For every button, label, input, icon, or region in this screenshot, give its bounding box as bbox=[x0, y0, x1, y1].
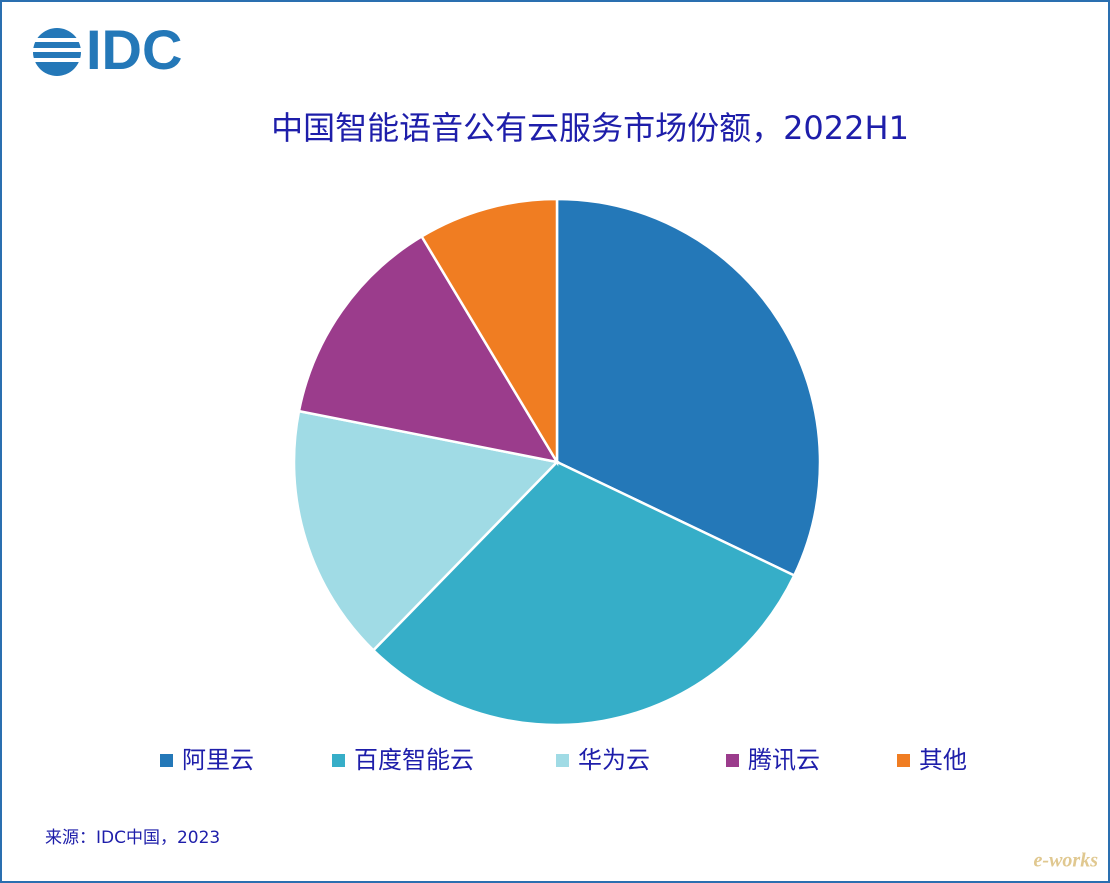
logo-text: IDC bbox=[86, 18, 182, 81]
logo-stripe bbox=[30, 38, 85, 42]
chart-title: 中国智能语音公有云服务市场份额，2022H1 bbox=[271, 109, 909, 147]
legend-label: 百度智能云 bbox=[354, 746, 474, 774]
pie-slice bbox=[371, 460, 796, 727]
pie-slice bbox=[297, 234, 560, 464]
legend-swatch bbox=[160, 754, 173, 767]
pie-slice bbox=[555, 197, 822, 578]
source: 来源：IDC中国，2023 bbox=[45, 828, 220, 848]
logo-stripe bbox=[30, 58, 85, 62]
pie-slice bbox=[419, 197, 559, 467]
legend-label: 其他 bbox=[919, 746, 967, 774]
legend-swatch bbox=[332, 754, 345, 767]
logo: IDC bbox=[30, 18, 182, 81]
legend-swatch bbox=[556, 754, 569, 767]
watermark: e-works bbox=[1034, 850, 1099, 872]
legend-label: 腾讯云 bbox=[748, 746, 820, 774]
logo-stripe bbox=[30, 48, 85, 52]
legend-swatch bbox=[897, 754, 910, 767]
pie-slice bbox=[292, 409, 560, 653]
legend-label: 阿里云 bbox=[182, 746, 254, 774]
legend-swatch bbox=[726, 754, 739, 767]
legend-label: 华为云 bbox=[578, 746, 650, 774]
